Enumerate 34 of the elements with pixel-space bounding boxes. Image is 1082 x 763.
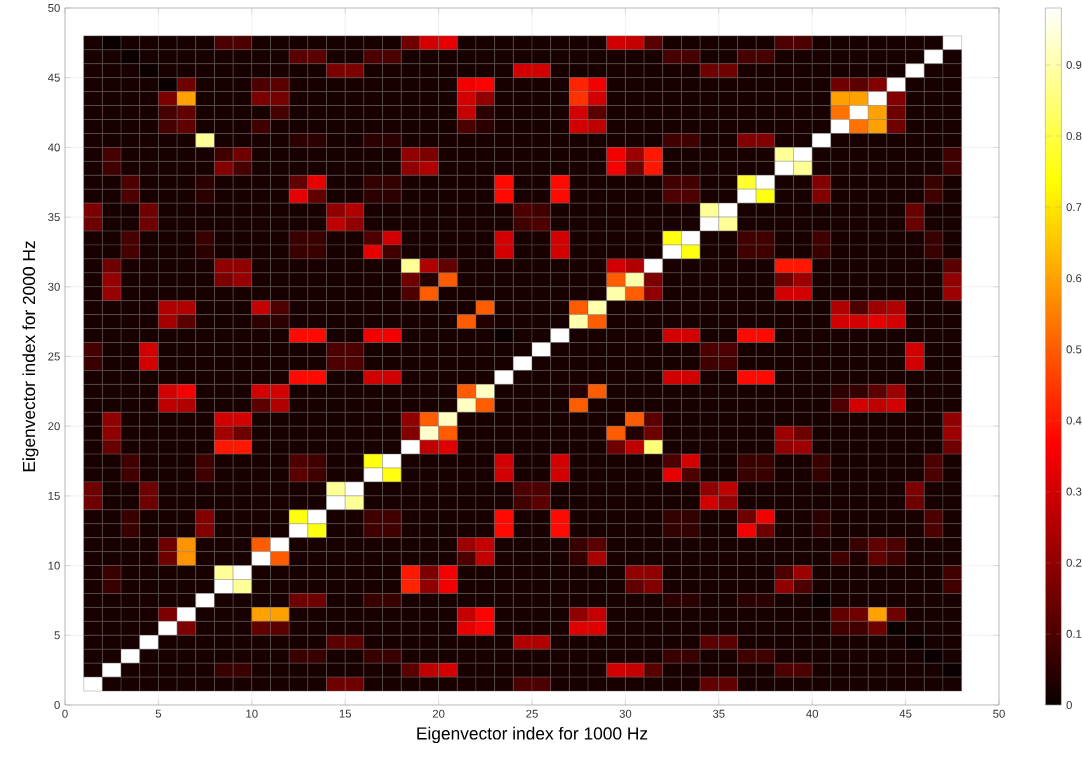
x-tick-label: 10 [246,709,258,718]
color-bar-label: 0.7 [1066,203,1082,212]
color-bar-label: 0.6 [1066,274,1082,283]
color-bar-label: 0.2 [1066,558,1082,567]
x-tick-label: 35 [712,709,725,718]
y-tick-label: 20 [48,422,60,431]
y-axis-title: Eigenvector index for 2000 Hz [22,241,39,472]
y-tick-label: 15 [48,491,60,500]
y-tick-label: 25 [48,352,60,361]
x-tick-label: 5 [155,709,162,718]
color-bar-label: 0.1 [1066,629,1082,638]
x-axis-title: Eigenvector index for 1000 Hz [417,726,648,744]
x-tick-label: 30 [619,709,632,718]
color-bar-label: 0.9 [1066,60,1082,69]
x-tick-label: 20 [432,709,445,718]
y-tick-label: 0 [54,700,60,709]
color-bar-label: 0.8 [1066,132,1082,141]
x-tick-label: 15 [339,709,352,718]
y-tick-label: 45 [47,73,60,82]
y-tick-label: 10 [48,561,60,570]
color-bar-label: 0.5 [1066,345,1082,354]
y-tick-label: 5 [54,631,60,640]
color-bar-label: 0.4 [1066,416,1082,425]
x-tick-label: 0 [62,709,68,718]
y-tick-label: 30 [48,282,60,291]
y-tick-label: 50 [48,3,60,12]
color-bar-label: 0 [1066,700,1072,709]
x-tick-label: 45 [899,709,912,718]
x-tick-label: 40 [806,709,819,718]
color-bar-label: 0.3 [1066,487,1082,496]
y-tick-label: 40 [47,143,60,152]
x-tick-label: 25 [526,709,538,718]
y-tick-label: 35 [48,213,60,222]
x-tick-label: 50 [993,709,1005,718]
